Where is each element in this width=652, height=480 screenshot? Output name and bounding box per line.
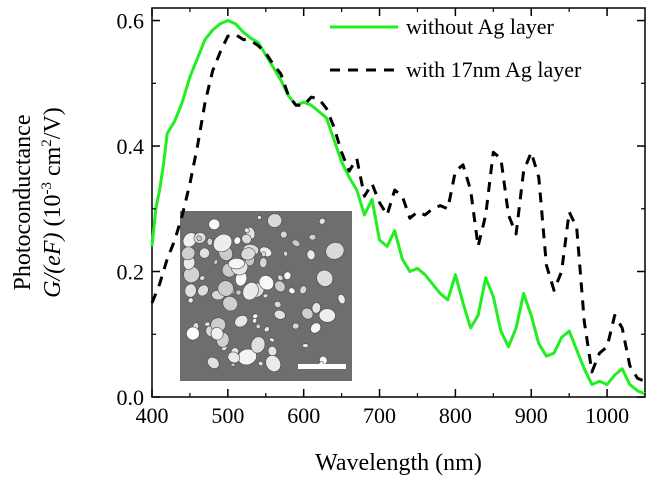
series-without-ag-line <box>150 19 646 396</box>
x-tick-label: 400 <box>136 403 169 428</box>
sem-particle <box>234 315 248 328</box>
sem-particle <box>261 251 266 257</box>
y-tick-label: 0.2 <box>117 260 145 285</box>
sem-particle <box>243 227 250 234</box>
sem-particle <box>306 249 316 261</box>
sem-particle <box>318 308 336 323</box>
sem-particle <box>308 234 317 241</box>
sem-particle <box>228 257 245 270</box>
sem-particle <box>240 247 256 261</box>
sem-particle <box>277 274 284 281</box>
sem-particle <box>230 362 236 367</box>
sem-particle <box>213 259 218 265</box>
sem-particle <box>263 326 270 333</box>
sem-particle <box>206 237 213 246</box>
sem-particle <box>252 313 259 319</box>
x-tick-label: 600 <box>287 403 320 428</box>
sem-particle <box>208 218 221 231</box>
sem-particle <box>274 280 286 293</box>
sem-particle <box>291 239 301 247</box>
y-axis-title-line1: Photoconductance <box>10 115 36 291</box>
sem-particle <box>311 302 321 314</box>
sem-inset-particles <box>181 213 346 372</box>
sem-particle <box>241 233 252 245</box>
y-axis-title-line2: G/(eF) (10-3 cm2/V) <box>39 107 66 298</box>
sem-particle <box>233 236 241 245</box>
sem-particle <box>204 321 211 327</box>
sem-particle <box>255 323 261 329</box>
sem-particle <box>262 293 269 299</box>
sem-particle <box>217 280 234 297</box>
sem-particle <box>316 269 334 287</box>
sem-particle <box>301 307 314 320</box>
sem-particle <box>302 343 309 348</box>
sem-particle <box>325 242 345 260</box>
sem-particle <box>250 336 266 354</box>
legend: without Ag layer with 17nm Ag layer <box>330 14 582 82</box>
sem-particle <box>337 294 346 305</box>
x-tick-label: 700 <box>363 403 396 428</box>
sem-particle <box>258 361 264 366</box>
sem-particle <box>181 246 196 261</box>
y-axis-title-g-part: G/(eF) <box>40 233 66 298</box>
sem-particle <box>184 283 197 298</box>
sem-particle <box>183 266 200 284</box>
sem-particle <box>197 284 209 297</box>
sem-particle <box>310 322 322 334</box>
sem-particle <box>242 282 259 301</box>
y-tick-label: 0.4 <box>117 134 145 159</box>
x-axis-title: Wavelength (nm) <box>315 450 482 476</box>
sem-particle <box>182 232 198 248</box>
legend-label-without-ag: without Ag layer <box>406 14 555 39</box>
y-tick-label: 0.0 <box>117 385 145 410</box>
sem-inset-scale-bar <box>298 364 346 369</box>
sem-particle <box>280 230 288 239</box>
sem-particle <box>222 295 238 312</box>
sem-particle <box>213 233 233 253</box>
x-tick-label: 500 <box>211 403 244 428</box>
sem-particle <box>257 215 262 220</box>
sem-particle <box>252 318 258 324</box>
sem-particle <box>283 271 292 280</box>
y-tick-label: 0.6 <box>117 9 145 34</box>
x-tick-label: 800 <box>439 403 472 428</box>
y-axis-title-exp1: -3 <box>39 182 55 195</box>
sem-particle <box>207 356 220 369</box>
y-axis-title-cm: cm <box>40 146 66 182</box>
x-axis-ticks: 400 500 600 700 800 900 1000 <box>136 8 646 428</box>
sem-particle <box>273 300 282 308</box>
x-tick-label: 1000 <box>585 403 629 428</box>
x-tick-label: 900 <box>515 403 548 428</box>
series-with-17nm-ag-line <box>150 32 646 383</box>
sem-particle <box>299 285 307 295</box>
legend-label-with-17nm-ag: with 17nm Ag layer <box>406 57 582 82</box>
sem-particle <box>273 309 286 320</box>
sem-particle <box>269 337 275 343</box>
sem-particle <box>210 327 224 341</box>
sem-particle <box>283 250 288 257</box>
y-axis-title-tail: /V) <box>40 107 66 139</box>
sem-particle <box>199 247 210 259</box>
y-axis-title-paren: (10 <box>40 195 66 233</box>
sem-particle <box>259 257 268 268</box>
sem-particle <box>292 322 300 330</box>
sem-particle <box>235 289 242 296</box>
sem-particle <box>258 275 275 291</box>
sem-particle <box>186 326 200 341</box>
y-axis-ticks: 0.0 0.2 0.4 0.6 <box>117 9 645 410</box>
sem-particle <box>227 351 241 364</box>
sem-particle <box>265 355 281 372</box>
sem-particle <box>267 213 283 228</box>
sem-particle <box>196 235 202 242</box>
sem-particle <box>318 218 326 225</box>
sem-particle <box>199 275 206 281</box>
plot-frame <box>151 7 646 398</box>
sem-particle <box>288 287 296 295</box>
sem-inset-image <box>180 211 352 381</box>
y-axis-title-exp2: 2 <box>39 139 55 147</box>
sem-particle <box>187 297 194 304</box>
